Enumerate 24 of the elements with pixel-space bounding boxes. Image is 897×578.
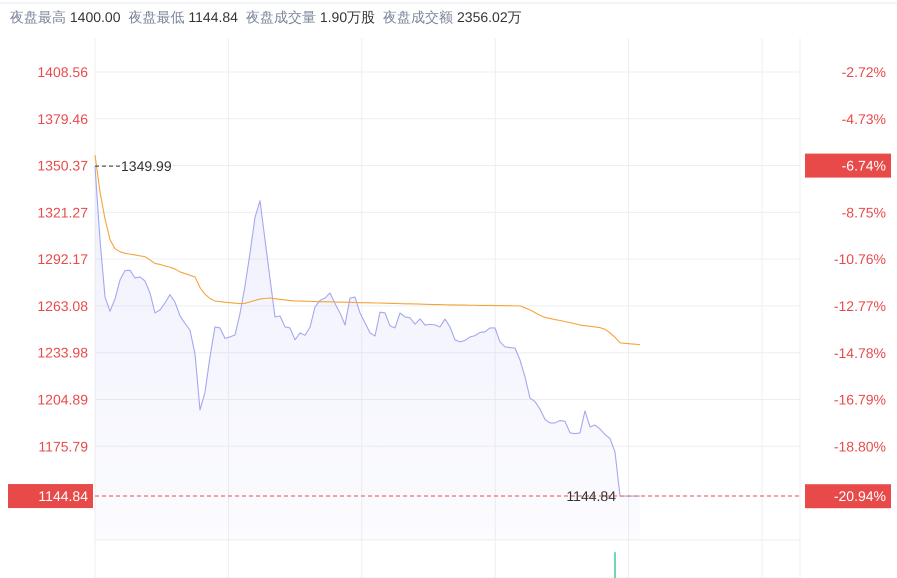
header: 夜盘最高 1400.00 夜盘最低 1144.84 夜盘成交量 1.90万股 夜盘成交额 2356.02万: [0, 2, 897, 25]
y2-tick-label: -18.80%: [834, 438, 886, 454]
y2-tick-label: -2.72%: [842, 64, 886, 80]
y2-tick-label: -6.74%: [842, 158, 886, 174]
y-tick-label: 1292.17: [37, 251, 88, 268]
ref-line-label: 1349.99: [121, 158, 172, 174]
ref-line-label: 1144.84: [566, 488, 616, 504]
y-tick-label: 1350.37: [37, 158, 88, 174]
line-series: [94, 154, 641, 346]
y2-tick-label: -8.75%: [842, 204, 886, 220]
y2-tick-label: -14.78%: [834, 344, 886, 361]
y2-tick-label: -20.94%: [834, 488, 886, 504]
y2-tick-label: -16.79%: [834, 392, 886, 408]
y-tick-label: 1233.98: [37, 344, 88, 361]
y-tick-label: 1408.56: [37, 64, 88, 80]
y2-tick-label: -4.73%: [842, 110, 886, 127]
y-tick-label: 1175.79: [38, 438, 88, 454]
y-tick-label: 1144.84: [38, 488, 88, 504]
y-tick-label: 1204.89: [37, 391, 88, 408]
y2-tick-label: -12.77%: [834, 298, 886, 314]
y-tick-label: 1263.08: [37, 298, 88, 314]
y-tick-label: 1321.27: [37, 204, 88, 220]
y2-tick-label: -10.76%: [834, 251, 886, 268]
y-tick-label: 1379.46: [37, 110, 88, 127]
